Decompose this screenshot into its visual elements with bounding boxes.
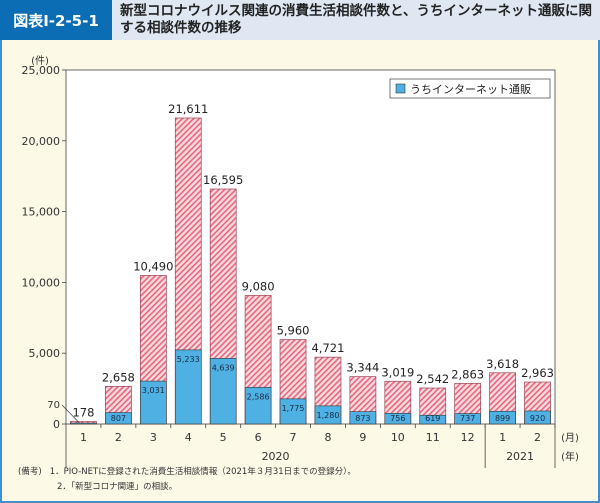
internet-label: 1,280 [317,411,340,420]
total-label: 2,542 [416,372,449,386]
internet-label: 3,031 [142,386,165,395]
internet-label: 5,233 [177,355,200,364]
bar-internet [314,405,342,425]
x-tick-label: 7 [290,431,297,444]
internet-label: 4,639 [212,363,235,372]
x-tick-label: 8 [324,431,331,444]
bar-internet [384,412,412,425]
y-tick-label: 0 [53,418,60,431]
y-tick-label: 10,000 [22,276,61,289]
bar-internet [454,413,481,425]
year-label: 2021 [506,450,534,463]
bar-internet [279,398,307,425]
year-label: 2020 [262,450,290,463]
legend: うちインターネット通販 [389,78,551,99]
legend-label: うちインターネット通販 [410,83,531,96]
x-tick-label: 1 [499,431,506,444]
bar-internet [524,410,551,425]
x-tick-label: 5 [220,431,227,444]
bar-internet [209,358,237,425]
y-tick-label: 25,000 [22,64,61,77]
bar-internet [349,411,377,425]
bar-internet [174,349,202,425]
x-tick-label: 10 [391,431,405,444]
bar-internet [105,412,132,425]
x-tick-label: 3 [150,431,157,444]
internet-label: 1,775 [282,404,305,413]
figure-number: 図表Ⅰ-2-5-1 [0,0,112,40]
internet-label: 873 [355,414,370,423]
y-axis-unit: (件) [31,55,49,67]
total-label: 21,611 [168,102,208,116]
total-label: 9,080 [242,279,275,293]
total-label: 16,595 [203,173,243,187]
internet-label: 70 [47,400,60,411]
total-label: 2,658 [102,370,135,384]
bar-internet [70,422,97,425]
callout-line [61,404,80,424]
x-tick-label: 1 [80,431,87,444]
internet-label: 756 [390,414,405,423]
internet-label: 899 [495,414,510,423]
x-tick-label: 2 [534,431,541,444]
x-tick-label: 4 [185,431,192,444]
bar-internet [489,410,516,425]
total-label: 5,960 [277,324,310,338]
legend-swatch [395,83,406,94]
total-label: 2,963 [521,366,554,380]
x-tick-label: 2 [115,431,122,444]
note-1: (備考) 1．PIO-NETに登録された消費生活相談情報（2021年３月31日ま… [18,465,356,477]
internet-label: 920 [530,414,545,423]
x-unit-year: (年) [561,450,579,463]
total-label: 2,863 [451,367,484,381]
bar-internet [419,414,447,425]
x-tick-label: 9 [359,431,366,444]
total-label: 4,721 [311,341,344,355]
internet-label: 619 [425,414,440,423]
x-tick-label: 6 [255,431,262,444]
total-label: 178 [72,405,94,419]
x-unit-month: (月) [561,432,579,444]
figure-title: 新型コロナウイルス関連の消費生活相談件数と、うちインターネット通販に関する相談件… [112,0,600,40]
note-text: 1．PIO-NETに登録された消費生活相談情報（2021年３月31日までの登録分… [49,467,356,477]
y-tick-label: 5,000 [29,347,61,360]
total-label: 3,019 [381,365,414,379]
total-label: 10,490 [133,259,173,273]
note-2: 2．「新型コロナ関連」の相談。 [57,482,178,492]
bar-internet [140,380,167,425]
y-tick-label: 20,000 [22,135,61,148]
internet-label: 2,586 [247,392,270,401]
notes-head: (備考) [18,467,42,477]
internet-label: 807 [111,414,126,423]
x-tick-label: 11 [426,431,440,444]
bar-internet [244,387,272,425]
x-tick-label: 12 [461,431,475,444]
total-label: 3,344 [346,361,379,375]
internet-label: 737 [460,414,475,423]
total-label: 3,618 [486,357,519,371]
y-tick-label: 15,000 [22,206,61,219]
